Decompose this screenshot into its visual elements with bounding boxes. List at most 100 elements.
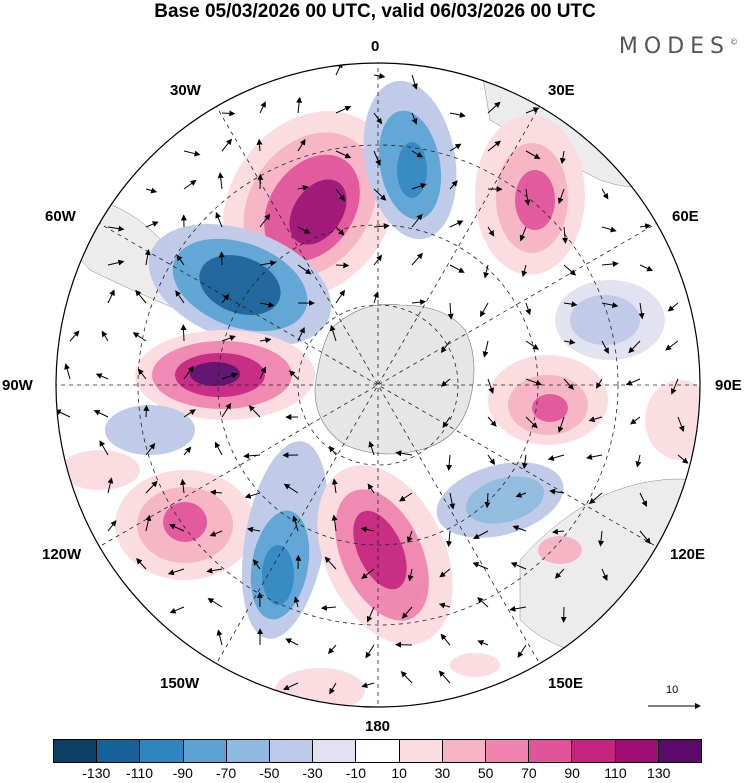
wind-vector [259,101,266,114]
reference-vector-label: 10 [666,684,679,696]
wind-vector [373,112,383,125]
wind-vector [247,526,261,533]
wind-vector [525,378,542,386]
wind-vector [335,226,345,236]
wind-vector [297,326,305,342]
wind-vector [331,514,338,532]
positive-anomaly [515,170,555,230]
wind-vector [259,301,275,308]
wind-vector [524,188,531,206]
positive-anomaly [190,362,240,386]
positive-anomaly [289,179,347,245]
colorbar-tick-label: -70 [215,765,237,781]
wind-vector [368,441,375,456]
wind-vector [446,454,453,471]
wind-vector [442,416,451,429]
wind-vector [449,264,465,273]
wind-vector [667,302,679,312]
colorbar-swatch [486,740,530,762]
wind-vector [183,409,196,418]
colorbar-swatch [356,740,400,762]
colorbar-tick-label: -50 [259,765,280,781]
negative-anomaly [199,255,281,315]
wind-vector [217,172,224,190]
wind-vector [399,492,413,502]
wind-vector [411,213,423,228]
colorbar-swatch [183,740,227,762]
wind-vector [400,670,413,684]
colorbar-tick-label: -110 [126,765,154,781]
negative-anomaly [570,295,640,345]
wind-vector [180,478,186,494]
wind-vector [297,226,311,234]
wind-vector [256,138,263,152]
wind-vector [93,409,109,418]
lon-label-30e: 30E [548,82,575,99]
wind-vector [136,558,147,570]
wind-vector [327,644,337,655]
colorbar-tick-label: 30 [434,765,451,781]
wind-vector [438,670,451,684]
wind-vector [215,211,223,228]
polar-map [55,62,701,709]
wind-vector [221,372,238,380]
wind-vector [449,492,456,510]
wind-vector [132,332,147,342]
wind-vector [483,264,490,279]
wind-vector [515,491,527,498]
wind-vector [329,682,337,695]
colorbar-tick-label: 110 [604,765,627,781]
wind-vector [107,520,117,532]
wind-vector [487,140,501,152]
wind-vector [107,289,115,304]
wind-vector [288,370,299,380]
wind-vector [521,454,528,469]
wind-vector [449,111,466,118]
wind-vector [446,530,453,548]
positive-anomaly [60,450,140,490]
wind-vector [221,110,236,117]
wind-vector [101,330,109,342]
negative-anomaly [262,545,294,605]
lon-label-180: 180 [365,718,391,735]
wind-vector [563,264,577,276]
antarctica-land [314,304,475,455]
wind-vector [69,330,80,342]
wind-vector [411,183,427,190]
wind-vector [107,225,125,232]
wind-vector [145,514,152,532]
colorbar-tick-label: -30 [302,765,323,781]
wind-vector [586,454,603,460]
positive-anomaly [645,380,700,460]
wind-vector [554,568,565,579]
wind-vector [373,291,379,304]
wind-vector [562,226,569,244]
negative-anomaly [465,476,545,524]
wind-vector [214,441,223,456]
wind-vector [324,556,337,570]
wind-vector [480,302,489,318]
wind-vector [557,416,565,433]
wind-vector [411,74,418,90]
wind-vector [563,338,576,345]
wind-vector [601,340,609,354]
colorbar-tick-label: 130 [647,765,671,781]
wind-vector [373,72,386,79]
wind-vector [557,188,565,205]
wind-vector [473,530,489,539]
wind-vector [180,324,187,342]
wind-vector [525,340,539,350]
wind-vector [440,340,451,353]
wind-vector [335,150,352,159]
wind-vector [365,644,375,659]
wind-vector [183,446,192,456]
wind-vector [639,223,652,230]
wind-vector [367,483,375,494]
wind-vector [509,605,527,612]
lon-label-120w: 120W [42,546,82,563]
wind-vector [519,226,527,242]
negative-anomaly [105,405,195,455]
wind-vector [283,483,299,494]
wind-vector [549,488,565,495]
wind-vector [525,416,538,429]
